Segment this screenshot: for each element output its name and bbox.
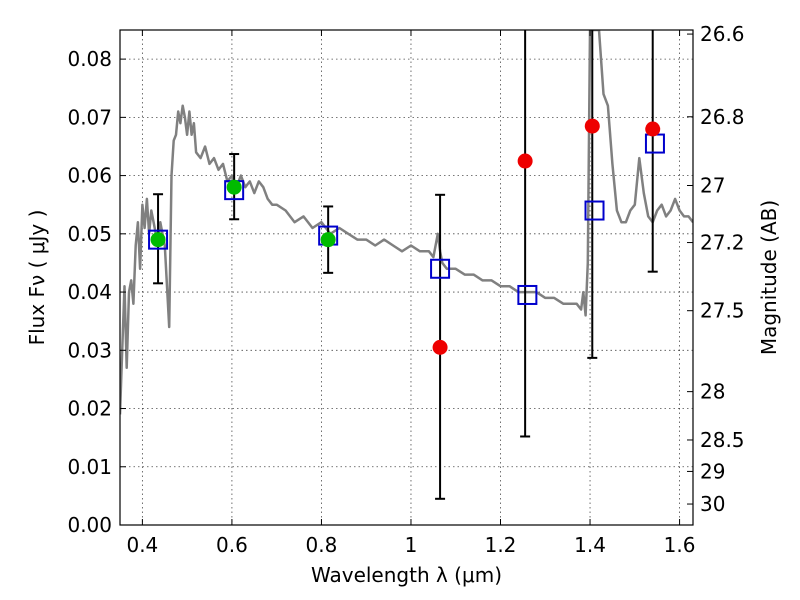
- y-tick-label: 0.08: [67, 47, 112, 71]
- y-tick-label: 0.05: [67, 222, 112, 246]
- y-tick-label: 0.06: [67, 164, 112, 188]
- data-markers: [148, 118, 665, 355]
- photometry-point: [517, 153, 533, 169]
- y-axis-title: Flux Fν ( μJy ): [25, 210, 49, 346]
- model-point-square: [517, 284, 538, 305]
- grid: [120, 30, 693, 526]
- y-tick-label: 0.01: [67, 455, 112, 479]
- detection-point: [150, 232, 166, 248]
- y-tick-label: 0.02: [67, 397, 112, 421]
- x-tick-label: 0.8: [306, 533, 338, 557]
- y-tick-label: 0.03: [67, 338, 112, 362]
- right-tick-label: 28.5: [700, 428, 745, 452]
- y-tick-label: 0.07: [67, 105, 112, 129]
- photometry-point: [432, 339, 448, 355]
- axis-ticks: 0.4 0.6 0.8 1 1.2 1.4 1.6 0.00 0.01 0.02 0.03 0.04 0…: [67, 22, 744, 557]
- photometry-point: [645, 121, 661, 137]
- right-tick-label: 27: [700, 173, 725, 197]
- photometry-point: [584, 118, 600, 134]
- y-tick-label: 0.04: [67, 280, 112, 304]
- x-tick-label: 1.2: [485, 533, 517, 557]
- right-tick-label: 26.6: [700, 22, 745, 46]
- x-tick-label: 1: [405, 533, 418, 557]
- x-tick-label: 1.4: [574, 533, 606, 557]
- x-tick-label: 0.6: [216, 533, 248, 557]
- detection-point: [320, 232, 336, 248]
- model-point-square: [430, 258, 451, 279]
- x-tick-label: 0.4: [126, 533, 158, 557]
- y-axis-right-title: Magnitude (AB): [757, 200, 781, 355]
- detection-point: [226, 179, 242, 195]
- x-axis-title: Wavelength λ (μm): [311, 563, 502, 587]
- model-point-square: [148, 229, 169, 250]
- plot-frame: [119, 29, 694, 526]
- x-tick-label: 1.6: [664, 533, 696, 557]
- right-tick-label: 26.8: [700, 105, 745, 129]
- right-tick-label: 29: [700, 459, 725, 483]
- right-tick-label: 27.2: [700, 231, 745, 255]
- y-tick-label: 0.00: [67, 513, 112, 537]
- right-tick-label: 28: [700, 380, 725, 404]
- right-tick-label: 30: [700, 492, 725, 516]
- right-tick-label: 27.5: [700, 299, 745, 323]
- model-point-square: [584, 200, 605, 221]
